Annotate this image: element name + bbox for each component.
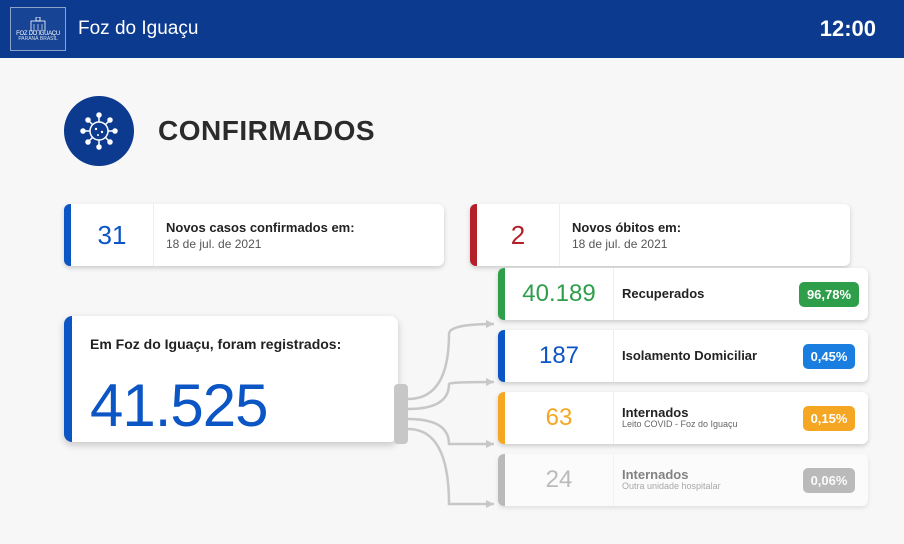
- accent-bar: [498, 454, 505, 506]
- hospitalized-other-number: 24: [505, 454, 613, 506]
- content-area: CONFIRMADOS 31 Novos casos confirmados e…: [0, 58, 904, 442]
- isolation-card: 187 Isolamento Domiciliar 0,45%: [498, 330, 868, 382]
- pct-badge: 96,78%: [799, 282, 859, 307]
- breakdown-list: 40.189 Recuperados 96,78% 187 Isolamento…: [498, 268, 868, 506]
- virus-icon-badge: [64, 96, 134, 166]
- bottom-area: Em Foz do Iguaçu, foram registrados: 41.…: [30, 316, 874, 442]
- new-deaths-number: 2: [477, 204, 559, 266]
- clock-time: 12:00: [820, 16, 876, 42]
- recovered-text: Recuperados: [613, 268, 798, 320]
- pct-badge: 0,45%: [803, 344, 856, 369]
- accent-bar: [470, 204, 477, 266]
- building-icon: [29, 17, 47, 31]
- connector-lines: [394, 304, 514, 544]
- pct-badge: 0,06%: [803, 468, 856, 493]
- virus-icon: [79, 111, 119, 151]
- header-bar: FOZ DO IGUAÇU PARANÁ BRASIL Foz do Iguaç…: [0, 0, 904, 58]
- new-cases-label: Novos casos confirmados em:: [166, 220, 355, 235]
- city-name: Foz do Iguaçu: [78, 18, 198, 40]
- hospitalized-covid-label: Internados: [622, 406, 790, 420]
- hospitalized-other-text: Internados Outra unidade hospitalar: [613, 454, 798, 506]
- hospitalized-covid-number: 63: [505, 392, 613, 444]
- total-card: Em Foz do Iguaçu, foram registrados: 41.…: [64, 316, 398, 442]
- hospitalized-other-card: 24 Internados Outra unidade hospitalar 0…: [498, 454, 868, 506]
- top-stat-cards: 31 Novos casos confirmados em: 18 de jul…: [30, 204, 874, 266]
- new-cases-date: 18 de jul. de 2021: [166, 237, 355, 251]
- new-deaths-label: Novos óbitos em:: [572, 220, 681, 235]
- new-deaths-card: 2 Novos óbitos em: 18 de jul. de 2021: [470, 204, 850, 266]
- accent-bar: [498, 330, 505, 382]
- header-left: FOZ DO IGUAÇU PARANÁ BRASIL Foz do Iguaç…: [10, 7, 198, 51]
- isolation-label: Isolamento Domiciliar: [622, 349, 790, 363]
- hospitalized-covid-sub: Leito COVID - Foz do Iguaçu: [622, 420, 790, 430]
- hospitalized-covid-card: 63 Internados Leito COVID - Foz do Iguaç…: [498, 392, 868, 444]
- recovered-pct: 96,78%: [798, 268, 868, 320]
- section-header: CONFIRMADOS: [30, 96, 874, 166]
- new-deaths-date: 18 de jul. de 2021: [572, 237, 681, 251]
- city-logo: FOZ DO IGUAÇU PARANÁ BRASIL: [10, 7, 66, 51]
- new-cases-number: 31: [71, 204, 153, 266]
- isolation-pct: 0,45%: [798, 330, 868, 382]
- hospitalized-other-sub: Outra unidade hospitalar: [622, 482, 790, 492]
- new-deaths-text: Novos óbitos em: 18 de jul. de 2021: [559, 204, 693, 266]
- logo-text-2: PARANÁ BRASIL: [18, 37, 57, 42]
- new-cases-text: Novos casos confirmados em: 18 de jul. d…: [153, 204, 367, 266]
- total-content: Em Foz do Iguaçu, foram registrados: 41.…: [64, 316, 398, 436]
- total-accent: [64, 316, 72, 442]
- total-number: 41.525: [90, 376, 382, 436]
- recovered-number: 40.189: [505, 268, 613, 320]
- recovered-label: Recuperados: [622, 287, 790, 301]
- hospitalized-other-pct: 0,06%: [798, 454, 868, 506]
- accent-bar: [498, 268, 505, 320]
- accent-bar: [64, 204, 71, 266]
- recovered-card: 40.189 Recuperados 96,78%: [498, 268, 868, 320]
- pct-badge: 0,15%: [803, 406, 856, 431]
- accent-bar: [498, 392, 505, 444]
- isolation-number: 187: [505, 330, 613, 382]
- isolation-text: Isolamento Domiciliar: [613, 330, 798, 382]
- section-title: CONFIRMADOS: [158, 115, 375, 147]
- hospitalized-covid-pct: 0,15%: [798, 392, 868, 444]
- hospitalized-other-label: Internados: [622, 468, 790, 482]
- hospitalized-covid-text: Internados Leito COVID - Foz do Iguaçu: [613, 392, 798, 444]
- total-intro: Em Foz do Iguaçu, foram registrados:: [90, 336, 382, 352]
- new-cases-card: 31 Novos casos confirmados em: 18 de jul…: [64, 204, 444, 266]
